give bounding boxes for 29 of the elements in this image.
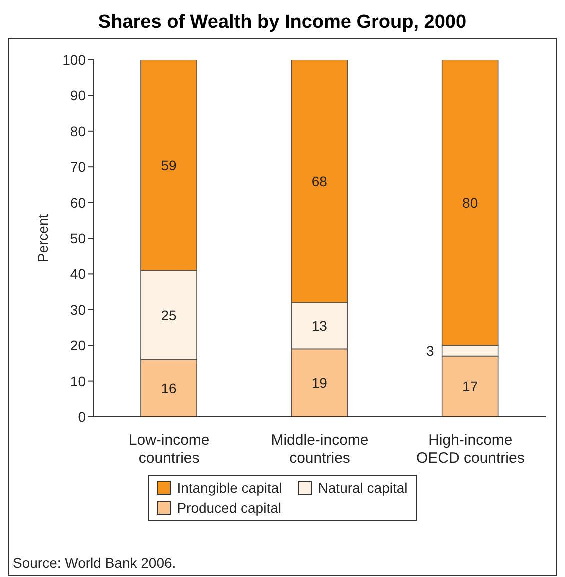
- y-tick-label: 50: [70, 230, 86, 246]
- y-tick-label: 0: [78, 408, 86, 425]
- y-tick-label: 100: [62, 52, 86, 68]
- data-label: 16: [161, 380, 177, 396]
- data-label: 59: [161, 157, 177, 174]
- y-tick-label: 60: [70, 194, 86, 211]
- data-label: 25: [161, 307, 177, 324]
- y-tick-label: 90: [70, 88, 86, 104]
- source-note: Source: World Bank 2006.: [13, 555, 176, 571]
- legend-label: Natural capital: [318, 480, 408, 496]
- x-tick-label: High-income OECD countries: [416, 432, 525, 467]
- data-label: 19: [312, 375, 328, 392]
- legend-label: Intangible capital: [177, 480, 282, 496]
- x-tick-label: Middle-income countries: [271, 432, 369, 467]
- legend-label: Produced capital: [177, 500, 282, 516]
- data-label: 13: [312, 318, 328, 334]
- data-label: 80: [462, 194, 478, 211]
- chart-title: Shares of Wealth by Income Group, 2000: [97, 11, 468, 35]
- y-tick-label: 30: [70, 302, 86, 318]
- y-tick-label: 20: [70, 338, 86, 354]
- data-label: 68: [312, 173, 328, 190]
- y-axis-title: Percent: [34, 214, 51, 263]
- x-tick-label: Low-income countries: [128, 432, 210, 467]
- y-tick-label: 70: [70, 159, 86, 176]
- y-tick-label: 80: [70, 123, 86, 140]
- y-tick-label: 10: [70, 373, 86, 390]
- data-label: 3: [426, 342, 435, 359]
- data-label: 17: [462, 378, 478, 395]
- y-tick-label: 40: [70, 266, 86, 282]
